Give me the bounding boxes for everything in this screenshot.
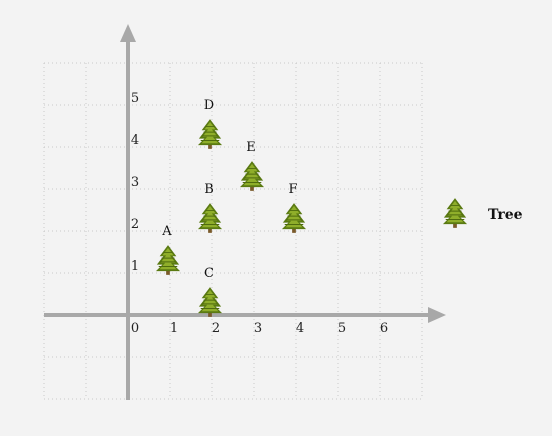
- x-tick-label: 5: [338, 321, 346, 336]
- y-tick-label: 3: [131, 175, 139, 190]
- tree-icon: [442, 197, 468, 229]
- tree-icon: [197, 118, 223, 150]
- x-tick-label: 1: [170, 321, 178, 336]
- tree-icon: [239, 160, 265, 192]
- tree-icon: [155, 244, 181, 276]
- legend-label: Tree: [488, 207, 523, 223]
- x-tick-label: 2: [212, 321, 220, 336]
- point-label: F: [288, 182, 297, 197]
- data-point-a: A: [155, 224, 181, 276]
- point-label: D: [204, 98, 214, 113]
- x-tick-label: 0: [131, 321, 139, 336]
- axes: [44, 24, 446, 400]
- tick-labels: 0 1 2 3 4 5 6 1 2 3 4 5: [131, 91, 388, 336]
- tree-icon: [281, 202, 307, 234]
- tree-icon: [197, 202, 223, 234]
- tree-icon: [197, 286, 223, 318]
- point-label: B: [204, 182, 214, 197]
- data-point-d: D: [197, 98, 223, 150]
- point-label: E: [246, 140, 256, 155]
- data-point-c: C: [197, 266, 223, 318]
- x-tick-label: 4: [296, 321, 304, 336]
- x-tick-label: 6: [380, 321, 388, 336]
- x-axis-arrow: [428, 307, 446, 323]
- y-tick-label: 4: [131, 133, 139, 148]
- y-tick-label: 1: [131, 259, 139, 274]
- data-point-f: F: [281, 182, 307, 234]
- x-tick-label: 3: [254, 321, 262, 336]
- y-tick-label: 2: [131, 217, 139, 232]
- point-label: A: [161, 224, 172, 239]
- legend: Tree: [442, 197, 523, 229]
- y-tick-label: 5: [131, 91, 139, 106]
- data-points: A B C D E F: [155, 98, 307, 318]
- y-axis-arrow: [120, 24, 136, 42]
- legend-item: Tree: [442, 197, 523, 229]
- point-label: C: [204, 266, 214, 281]
- data-point-b: B: [197, 182, 223, 234]
- data-point-e: E: [239, 140, 265, 192]
- grid: [43, 62, 423, 400]
